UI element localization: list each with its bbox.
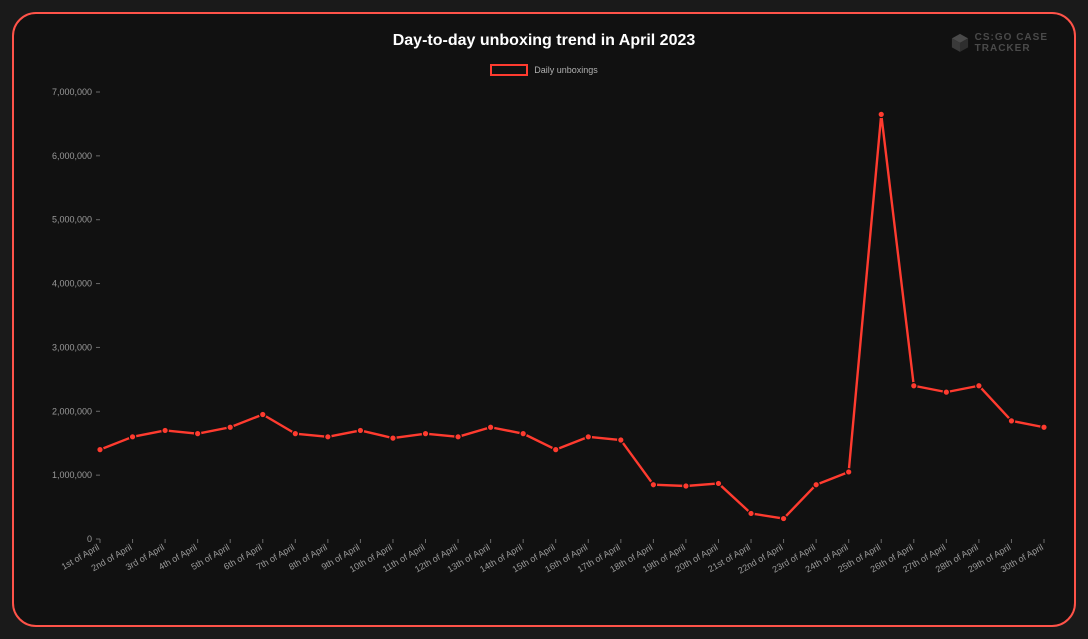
chart-svg: 0 1,000,000 2,000,000 3,000,000 4,000,000 5,0… bbox=[44, 84, 1054, 595]
svg-text:2,000,000: 2,000,000 bbox=[52, 406, 92, 416]
svg-text:7,000,000: 7,000,000 bbox=[52, 87, 92, 97]
svg-text:6,000,000: 6,000,000 bbox=[52, 151, 92, 161]
legend-label: Daily unboxings bbox=[534, 65, 598, 75]
svg-text:3,000,000: 3,000,000 bbox=[52, 342, 92, 352]
svg-text:0: 0 bbox=[87, 534, 92, 544]
chart-legend: Daily unboxings bbox=[14, 64, 1074, 76]
logo-line1: CS:GO CASE bbox=[975, 32, 1048, 43]
chart-plot-area: 0 1,000,000 2,000,000 3,000,000 4,000,000 5,0… bbox=[44, 84, 1054, 595]
brand-logo: CS:GO CASE TRACKER bbox=[951, 32, 1048, 54]
legend-swatch bbox=[490, 64, 528, 76]
svg-text:4,000,000: 4,000,000 bbox=[52, 279, 92, 289]
svg-text:5,000,000: 5,000,000 bbox=[52, 215, 92, 225]
chart-card: Day-to-day unboxing trend in April 2023 … bbox=[12, 12, 1076, 627]
svg-text:1,000,000: 1,000,000 bbox=[52, 470, 92, 480]
logo-line2: TRACKER bbox=[975, 43, 1048, 54]
cube-icon bbox=[951, 33, 969, 53]
chart-title: Day-to-day unboxing trend in April 2023 bbox=[14, 32, 1074, 50]
